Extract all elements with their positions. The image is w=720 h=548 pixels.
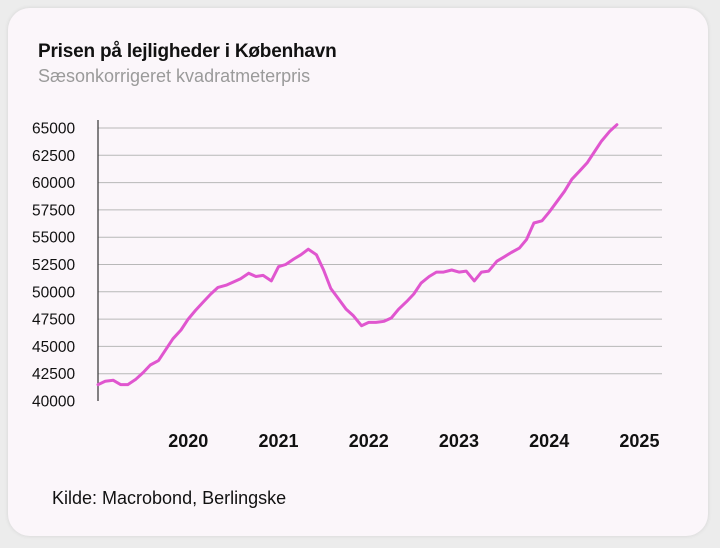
y-axis-ticks: 40000 42500 45000 47500 50000 52500 55000 57500…	[32, 121, 75, 411]
x-tick-label: 2023	[439, 431, 479, 451]
series-line	[96, 123, 619, 387]
x-tick-label: 2025	[619, 431, 659, 451]
y-tick-label: 60000	[32, 175, 75, 192]
x-tick-label: 2024	[529, 431, 569, 451]
y-tick-label: 50000	[32, 284, 75, 301]
x-tick-label: 2022	[349, 431, 389, 451]
series-layer	[96, 123, 619, 387]
y-tick-label: 52500	[32, 257, 75, 274]
chart-title: Prisen på lejligheder i København	[38, 41, 337, 62]
y-tick-label: 57500	[32, 202, 75, 219]
x-tick-label: 2020	[168, 431, 208, 451]
y-tick-label: 47500	[32, 312, 75, 329]
y-tick-label: 45000	[32, 339, 75, 356]
y-tick-label: 40000	[32, 394, 75, 411]
y-tick-label: 65000	[32, 121, 75, 138]
source-note: Kilde: Macrobond, Berlingske	[52, 488, 287, 508]
y-tick-label: 42500	[32, 366, 75, 383]
y-tick-label: 55000	[32, 230, 75, 247]
chart-card: Prisen på lejligheder i København Sæsonk…	[8, 8, 708, 536]
x-tick-label: 2021	[258, 431, 298, 451]
x-axis-ticks: 2020 2021 2022 2023 2024 2025	[168, 431, 659, 451]
y-tick-label: 62500	[32, 148, 75, 165]
chart-subtitle: Sæsonkorrigeret kvadratmeterpris	[38, 66, 311, 86]
grid-lines	[98, 127, 662, 375]
